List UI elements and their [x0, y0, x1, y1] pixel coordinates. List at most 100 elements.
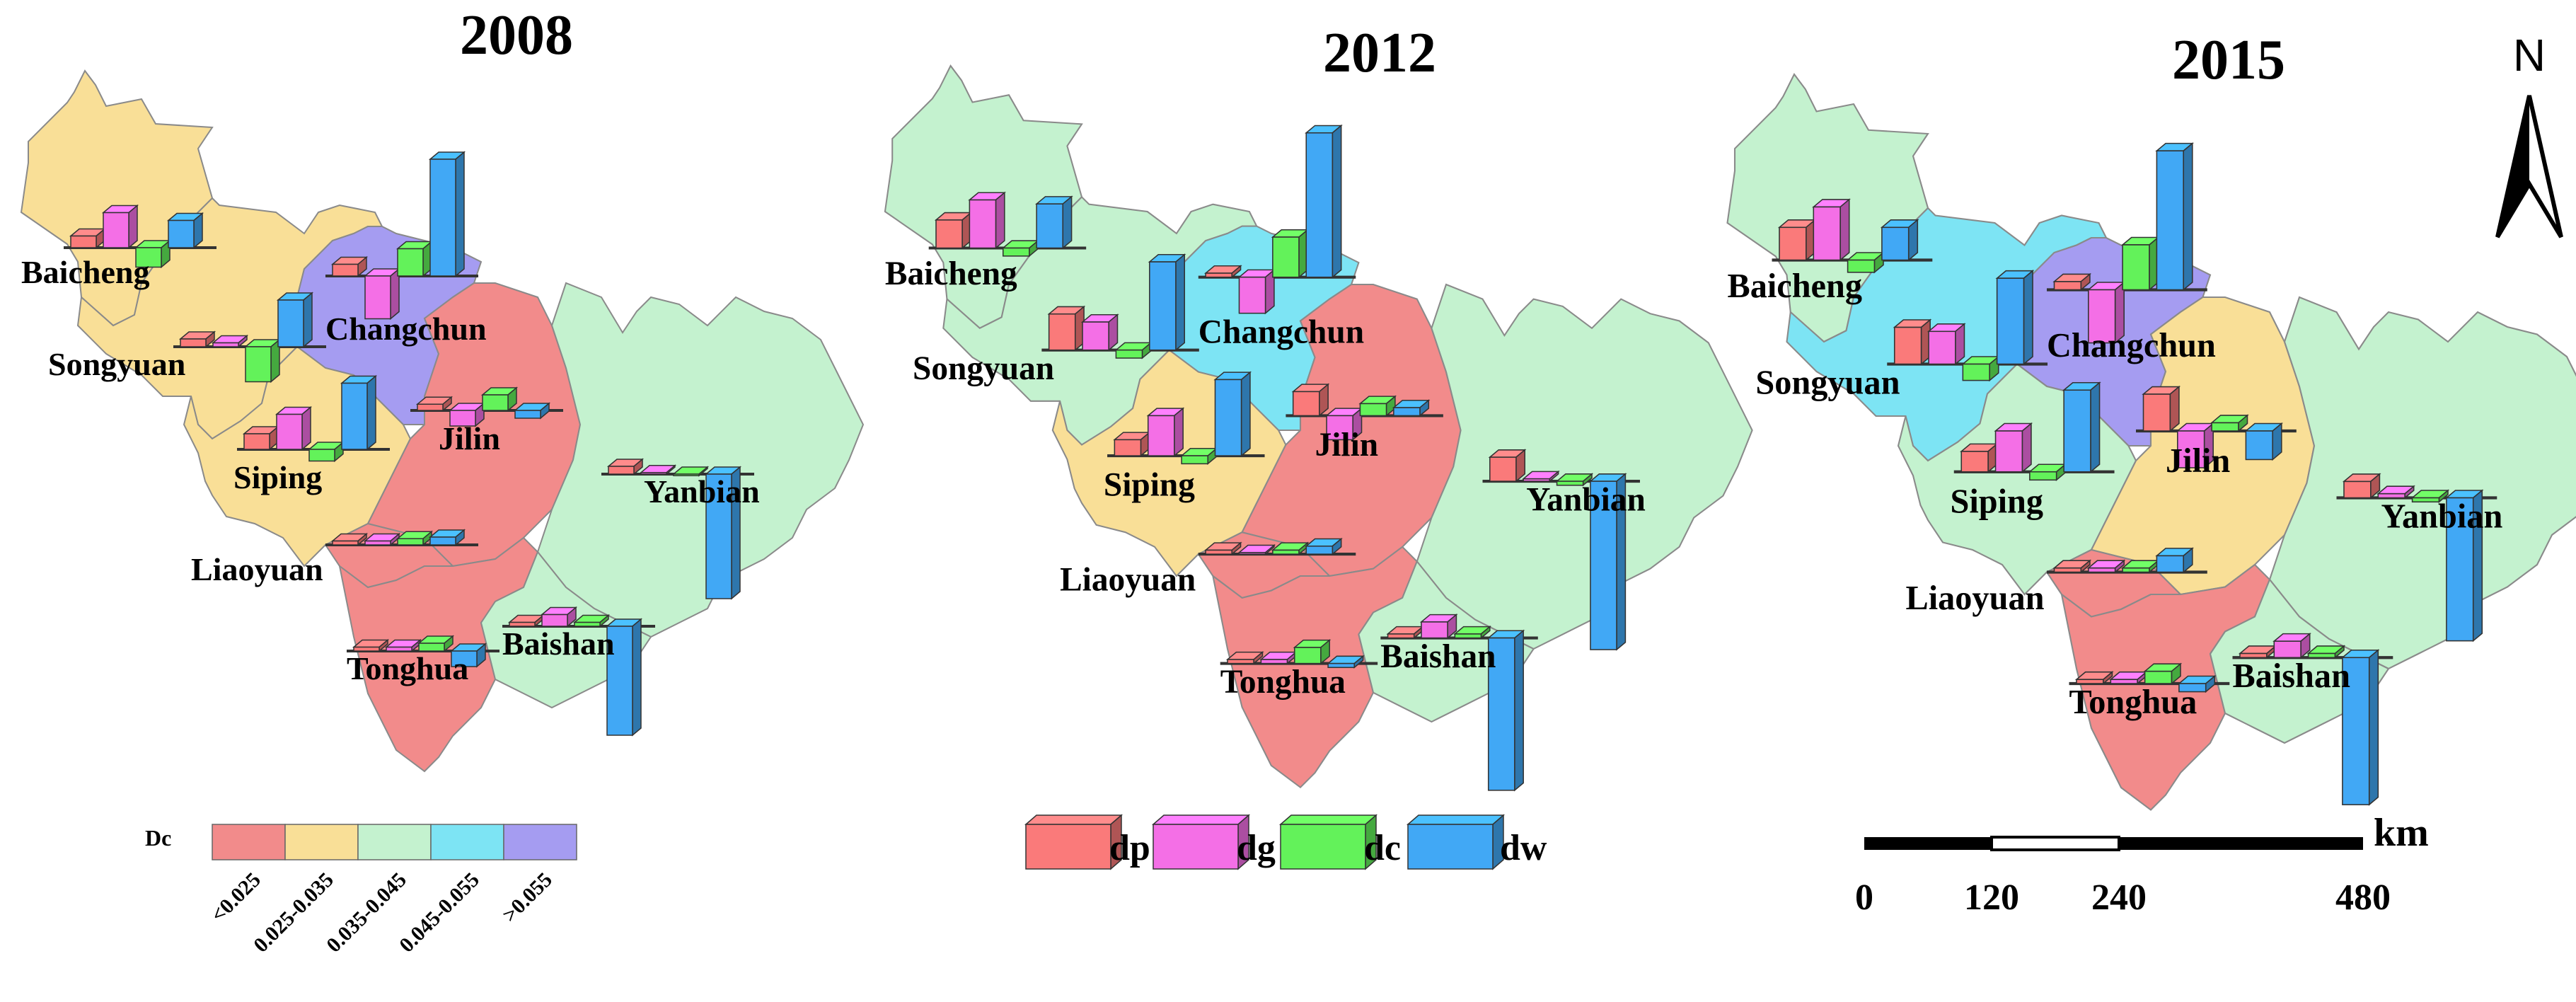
region-label-liaoyuan: Liaoyuan [1906, 580, 2045, 617]
bar-dp [1960, 442, 1999, 473]
bar-legend-swatch [1153, 824, 1239, 870]
bar-legend-item-dw [1406, 814, 1506, 870]
bar-group-liaoyuan [2046, 547, 2207, 574]
bar-group-songyuan [1041, 253, 1199, 359]
bar-dg [1812, 198, 1851, 262]
bar-dw [428, 151, 466, 277]
map-2012: Baicheng Songyuan Changchun Siping Jilin Liao… [884, 64, 1753, 792]
bar-dg [1994, 422, 2033, 473]
bar-group-jilin [1286, 383, 1443, 442]
year-title-2015: 2015 [2172, 29, 2285, 91]
bar-dw [1035, 195, 1073, 250]
region-label-yanbian: Yanbian [2381, 497, 2503, 535]
bar-legend-item-dp [1024, 814, 1124, 870]
bar-dc [243, 338, 282, 384]
bar-dp [1386, 625, 1425, 640]
scale-bar-tick-label: 240 [2091, 877, 2147, 918]
bar-group-jilin [410, 386, 563, 427]
region-label-siping: Siping [233, 459, 322, 495]
bar-dw [704, 466, 742, 600]
region-label-baicheng: Baicheng [1728, 267, 1863, 305]
bar-dg [2176, 422, 2215, 469]
bar-symbols [1772, 142, 2497, 806]
region-yanbian [2268, 296, 2576, 670]
region-baicheng [20, 69, 214, 327]
bar-dg [211, 334, 249, 348]
bar-dw [1392, 399, 1431, 418]
bar-dw [1305, 537, 1343, 555]
dc-legend-label: 0.045-0.055 [395, 868, 484, 957]
bar-dw [340, 374, 378, 451]
bar-dc [2210, 414, 2249, 432]
region-label-jilin: Jilin [439, 420, 500, 456]
bar-dg [968, 191, 1006, 250]
bar-dc [2143, 662, 2183, 685]
dc-legend-label: <0.025 [207, 868, 265, 927]
bar-dg [101, 204, 139, 249]
region-label-changchun: Changchun [2047, 327, 2216, 364]
bar-dc [1179, 447, 1218, 466]
bar-dp [1113, 431, 1151, 457]
region-labels: Baicheng Songyuan Changchun Siping Jilin Liao… [885, 255, 1646, 701]
bar-dw [1213, 371, 1252, 457]
region-label-jilin: Jilin [1315, 427, 1379, 463]
bar-group-liaoyuan [1198, 537, 1356, 556]
region-label-baicheng: Baicheng [885, 255, 1017, 292]
bar-dw [1880, 219, 1919, 262]
bar-dg [1522, 470, 1560, 483]
bar-dw [513, 402, 551, 420]
region-label-baishan: Baishan [1380, 638, 1496, 675]
bar-dg [2272, 632, 2311, 659]
bar-group-liaoyuan [325, 529, 478, 546]
bar-dw [449, 643, 487, 668]
bar-dw [1327, 655, 1365, 669]
year-title-2012: 2012 [1323, 22, 1436, 84]
region-yanbian [1416, 283, 1753, 650]
bar-dw [2244, 422, 2283, 461]
north-label: N [2513, 30, 2546, 81]
map-2008: Baicheng Songyuan Changchun Siping Jilin Liao… [20, 69, 865, 773]
bar-dw [1148, 253, 1186, 352]
bar-dc [2028, 463, 2067, 481]
region-label-tonghua: Tonghua [2069, 684, 2197, 721]
dc-legend-label: >0.055 [498, 868, 557, 927]
scale-bar-segment [1990, 836, 2120, 851]
bar-dc [307, 441, 345, 463]
region-label-siping: Siping [1104, 467, 1195, 504]
bar-dc [2120, 236, 2160, 292]
region-label-changchun: Changchun [325, 311, 487, 347]
bar-legend-label-dc: dc [1364, 828, 1401, 868]
bar-dc [572, 614, 611, 628]
bar-dc [480, 386, 519, 412]
bar-dp [1225, 650, 1264, 665]
bar-group-baicheng [1772, 198, 1933, 274]
region-label-baicheng: Baicheng [21, 254, 149, 290]
bar-dc [2410, 489, 2450, 503]
bar-dp [178, 330, 216, 348]
dc-legend-swatch [212, 824, 286, 860]
bar-dc [2306, 645, 2346, 659]
map-2015: Baicheng Songyuan Changchun Siping Jilin Liao… [1726, 73, 2576, 811]
bar-dc [1555, 473, 1594, 487]
bar-legend-swatch [1025, 824, 1111, 870]
bar-dp [330, 532, 369, 546]
bar-group-changchun [325, 151, 478, 321]
bar-dg [2086, 281, 2126, 345]
bar-group-baicheng [64, 204, 216, 269]
bar-dw [1486, 629, 1525, 792]
bar-dp [934, 211, 973, 250]
bar-legend-swatch [1280, 824, 1366, 870]
bar-group-tonghua [347, 635, 499, 668]
region-labels: Baicheng Songyuan Changchun Siping Jilin Liao… [21, 254, 760, 686]
bar-dp [2342, 473, 2381, 500]
bar-dg [1237, 543, 1276, 555]
bar-group-siping [237, 374, 390, 463]
dc-legend-swatch [430, 824, 504, 860]
bar-dw [2444, 489, 2484, 643]
bar-dp [330, 255, 369, 277]
region-label-songyuan: Songyuan [1755, 364, 1900, 402]
region-label-liaoyuan: Liaoyuan [1060, 562, 1196, 599]
bar-dp [2052, 559, 2092, 574]
bar-group-siping [1107, 371, 1265, 466]
scale-bar-tick-label: 120 [1964, 877, 2019, 918]
